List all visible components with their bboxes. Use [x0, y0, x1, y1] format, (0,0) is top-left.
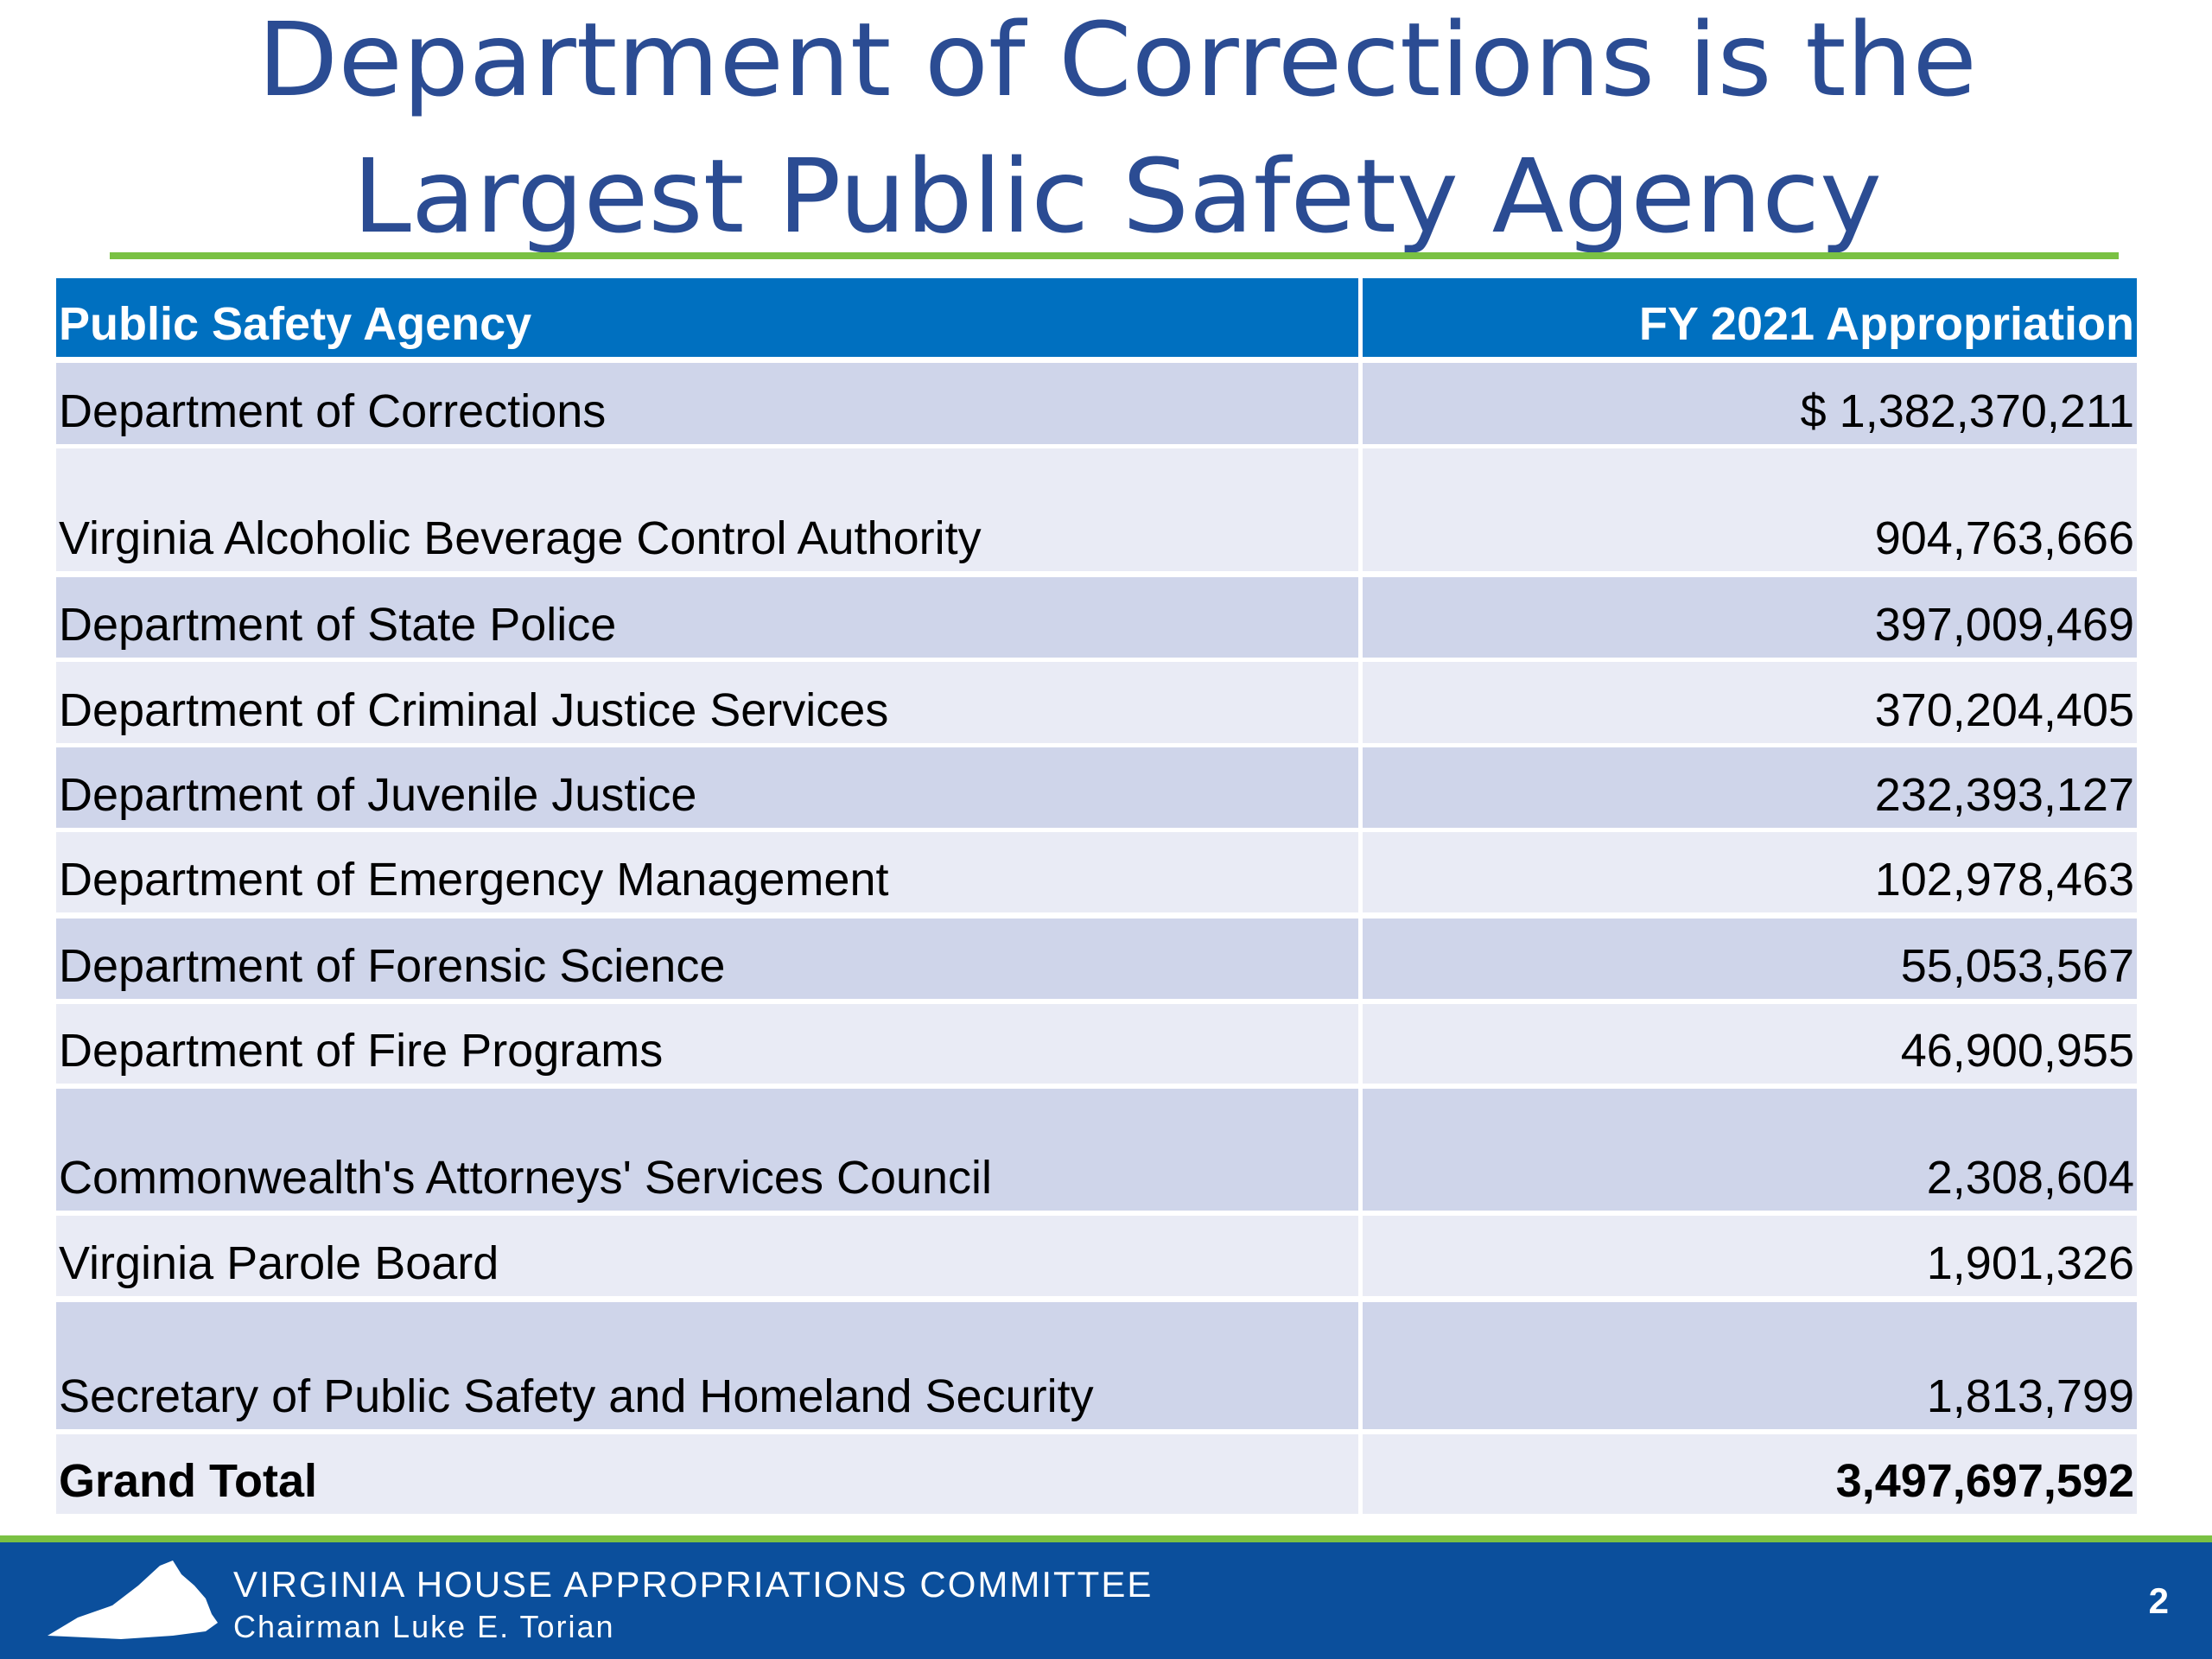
cell-text: $ 1,382,370,211	[1801, 385, 2134, 437]
cell-bg	[1363, 1004, 2137, 1084]
cell-text: 3,497,697,592	[1836, 1455, 2134, 1507]
cell-bg	[1363, 832, 2137, 912]
cell-bg	[1363, 448, 2137, 571]
cell-bg	[56, 918, 1358, 999]
title-rule	[110, 252, 2119, 259]
cell-bg	[1363, 363, 2137, 444]
cell-text: Department of Emergency Management	[59, 854, 888, 906]
committee-name: VIRGINIA HOUSE APPROPRIATIONS COMMITTEE	[233, 1564, 1153, 1605]
cell-bg	[56, 448, 1358, 571]
cell-bg	[1363, 747, 2137, 828]
page-number: 2	[2149, 1580, 2169, 1621]
cell-text: Commonwealth's Attorneys' Services Counc…	[59, 1152, 992, 1204]
cell-bg	[56, 1004, 1358, 1084]
cell-bg	[56, 747, 1358, 828]
cell-text: Department of Forensic Science	[59, 940, 725, 992]
cell-bg	[1363, 1089, 2137, 1211]
cell-text: 55,053,567	[1901, 940, 2134, 992]
table: Public Safety Agency FY 2021 Appropriatio…	[56, 278, 2137, 1514]
cell-text: Department of State Police	[59, 599, 616, 651]
cell-text: 102,978,463	[1875, 854, 2134, 906]
cell-text: Grand Total	[59, 1455, 317, 1507]
cell-text: 46,900,955	[1901, 1025, 2134, 1077]
cell-text: Public Safety Agency	[59, 298, 531, 350]
cell-bg	[56, 832, 1358, 912]
cell-text: Virginia Alcoholic Beverage Control Auth…	[59, 512, 982, 564]
title-line: Department of Corrections is the	[257, 0, 1977, 119]
cell-bg	[56, 278, 1358, 357]
cell-text: Department of Juvenile Justice	[59, 769, 696, 821]
cell-text: 1,901,326	[1927, 1237, 2134, 1289]
cell-bg	[1363, 1216, 2137, 1296]
cell-bg	[1363, 1434, 2137, 1514]
cell-bg	[1363, 1302, 2137, 1429]
cell-text: Department of Fire Programs	[59, 1025, 663, 1077]
cell-bg	[56, 1434, 1358, 1514]
virginia-icon	[48, 1560, 218, 1639]
footer-band	[0, 1542, 2212, 1659]
cell-text: Secretary of Public Safety and Homeland …	[59, 1370, 1094, 1422]
cell-text: FY 2021 Appropriation	[1639, 298, 2134, 350]
footer-rule	[0, 1535, 2212, 1542]
cell-text: Virginia Parole Board	[59, 1237, 499, 1289]
cell-bg	[1363, 577, 2137, 658]
cell-bg	[56, 1216, 1358, 1296]
cell-text: 232,393,127	[1875, 769, 2134, 821]
cell-text: 397,009,469	[1875, 599, 2134, 651]
cell-bg	[56, 577, 1358, 658]
cell-bg	[1363, 278, 2137, 357]
cell-bg	[1363, 918, 2137, 999]
cell-text: 370,204,405	[1875, 684, 2134, 736]
cell-bg	[56, 1302, 1358, 1429]
cell-text: 1,813,799	[1927, 1370, 2134, 1422]
cell-bg	[56, 662, 1358, 743]
cell-bg	[1363, 662, 2137, 743]
cell-text: Department of Criminal Justice Services	[59, 684, 888, 736]
chairman: Chairman Luke E. Torian	[233, 1609, 615, 1644]
title-line: Largest Public Safety Agency	[353, 137, 1882, 256]
cell-bg	[56, 363, 1358, 444]
cell-text: Department of Corrections	[59, 385, 606, 437]
cell-text: 904,763,666	[1875, 512, 2134, 564]
cell-bg	[56, 1089, 1358, 1211]
cell-text: 2,308,604	[1927, 1152, 2134, 1204]
